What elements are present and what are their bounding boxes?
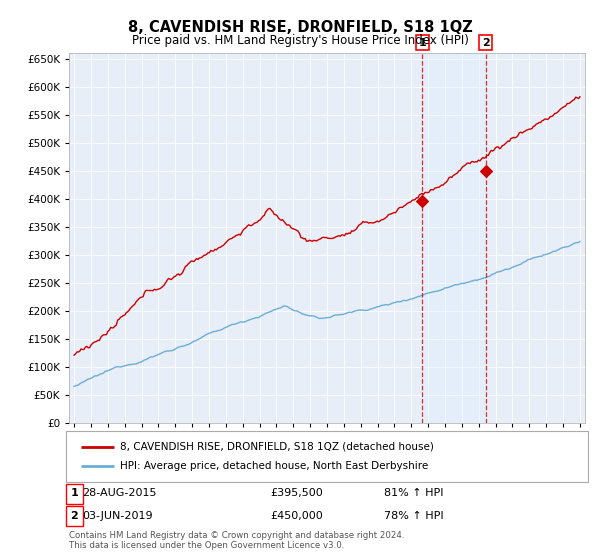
Text: 8, CAVENDISH RISE, DRONFIELD, S18 1QZ: 8, CAVENDISH RISE, DRONFIELD, S18 1QZ xyxy=(128,20,472,35)
Text: Contains HM Land Registry data © Crown copyright and database right 2024.
This d: Contains HM Land Registry data © Crown c… xyxy=(69,530,404,550)
Point xyxy=(481,166,491,175)
Text: 2: 2 xyxy=(71,511,79,521)
Text: HPI: Average price, detached house, North East Derbyshire: HPI: Average price, detached house, Nort… xyxy=(120,461,428,472)
Text: 8, CAVENDISH RISE, DRONFIELD, S18 1QZ (detached house): 8, CAVENDISH RISE, DRONFIELD, S18 1QZ (d… xyxy=(120,441,434,451)
Text: 28-AUG-2015: 28-AUG-2015 xyxy=(82,488,157,498)
Bar xyxy=(422,53,486,423)
Point xyxy=(418,197,427,206)
Text: 1: 1 xyxy=(418,38,426,48)
Text: £395,500: £395,500 xyxy=(270,488,323,498)
Text: 1: 1 xyxy=(71,488,79,498)
Text: Price paid vs. HM Land Registry's House Price Index (HPI): Price paid vs. HM Land Registry's House … xyxy=(131,34,469,46)
Text: 78% ↑ HPI: 78% ↑ HPI xyxy=(384,511,443,521)
Text: 2: 2 xyxy=(482,38,490,48)
Text: 03-JUN-2019: 03-JUN-2019 xyxy=(82,511,153,521)
Text: £450,000: £450,000 xyxy=(270,511,323,521)
Text: 81% ↑ HPI: 81% ↑ HPI xyxy=(384,488,443,498)
